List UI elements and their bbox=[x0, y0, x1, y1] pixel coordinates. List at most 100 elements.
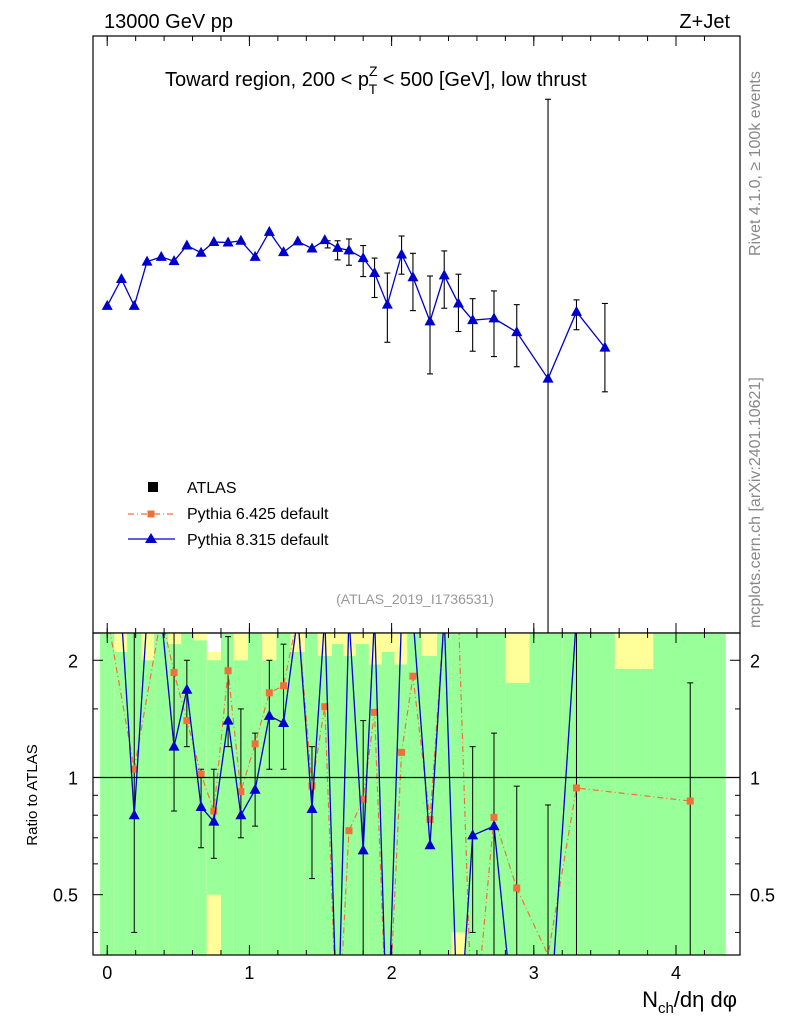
pythia6-ratio-marker bbox=[170, 669, 178, 677]
ratio-uncertainty-bands bbox=[100, 633, 726, 955]
pythia6-ratio-marker bbox=[321, 703, 329, 711]
title-sub: T bbox=[369, 81, 378, 97]
pythia6-ratio-marker bbox=[371, 708, 379, 716]
ratio-y-tick-label-right: 1 bbox=[750, 768, 760, 788]
pythia8-ratio-line bbox=[121, 633, 577, 955]
pythia8-main-marker bbox=[168, 255, 180, 266]
ratio-series-layer bbox=[109, 633, 694, 955]
pythia8-main-marker bbox=[542, 372, 554, 383]
pythia8-main-marker bbox=[181, 239, 193, 250]
pythia8-main-marker bbox=[319, 234, 331, 245]
ratio-x-tick-label: 4 bbox=[671, 963, 681, 983]
analysis-id: (ATLAS_2019_I1736531) bbox=[336, 591, 494, 607]
pythia6-ratio-marker bbox=[210, 807, 218, 815]
atlas-data-layer bbox=[324, 98, 608, 633]
pythia8-ratio-marker bbox=[278, 717, 290, 728]
x-axis-label: Nch/dη dφ bbox=[642, 987, 737, 1017]
pythia8-ratio-marker bbox=[263, 709, 275, 720]
ratio-band-green bbox=[505, 682, 530, 955]
legend-atlas-label: ATLAS bbox=[187, 480, 237, 497]
pythia8-ratio-marker bbox=[181, 683, 193, 694]
pythia8-main-marker bbox=[332, 241, 344, 252]
pythia6-ratio-marker bbox=[359, 795, 367, 803]
ratio-y-tick-label: 1 bbox=[68, 768, 78, 788]
pythia6-ratio-marker bbox=[197, 770, 205, 778]
pythia8-main-marker bbox=[488, 312, 500, 323]
legend-atlas-marker bbox=[148, 482, 158, 492]
legend-py8-marker bbox=[145, 533, 157, 543]
pythia8-main-marker bbox=[155, 250, 167, 261]
ratio-band-green bbox=[437, 633, 452, 955]
pythia8-main-marker bbox=[511, 326, 523, 337]
ratio-band-green bbox=[168, 644, 182, 955]
pythia6-ratio-marker bbox=[409, 672, 417, 680]
ratio-band-green bbox=[394, 664, 408, 955]
pythia8-main-marker bbox=[141, 255, 153, 266]
ratio-band-green bbox=[614, 668, 654, 955]
main-axes bbox=[106, 36, 705, 633]
title-sup: Z bbox=[369, 63, 378, 79]
legend-py6-marker bbox=[147, 510, 155, 518]
xlabel-main: N bbox=[642, 987, 658, 1012]
ratio-band-green bbox=[407, 633, 422, 955]
legend-py6-label: Pythia 6.425 default bbox=[187, 506, 329, 523]
pythia8-main-layer bbox=[101, 225, 611, 383]
ratio-x-tick-label: 0 bbox=[102, 963, 112, 983]
pythia8-main-marker bbox=[115, 272, 127, 283]
ratio-band-green bbox=[381, 652, 395, 955]
ratio-axes: 0 1 2 3 4 0.5 0.5 1 1 2 2 bbox=[53, 633, 775, 983]
rivet-label: Rivet 4.1.0, ≥ 100k events bbox=[747, 71, 764, 256]
pythia8-main-marker bbox=[195, 246, 207, 257]
pythia8-main-marker bbox=[599, 341, 611, 352]
ratio-band-green bbox=[220, 633, 234, 955]
pythia6-ratio-marker bbox=[130, 765, 138, 773]
pythia6-ratio-marker bbox=[265, 689, 273, 697]
pythia8-ratio-marker bbox=[249, 783, 261, 794]
pythia8-ratio-marker bbox=[467, 829, 479, 840]
pythia6-ratio-marker bbox=[224, 667, 232, 675]
pythia6-ratio-marker bbox=[513, 884, 521, 892]
ratio-band-green bbox=[154, 633, 169, 955]
pythia6-ratio-marker bbox=[572, 784, 580, 792]
legend: ATLAS Pythia 6.425 default Pythia 8.315 … bbox=[128, 480, 329, 549]
ratio-x-tick-label: 1 bbox=[244, 963, 254, 983]
pythia8-ratio-marker bbox=[306, 802, 318, 813]
xlabel-rest: /dη dφ bbox=[674, 987, 737, 1012]
ratio-x-tick-label: 3 bbox=[529, 963, 539, 983]
pythia8-main-marker bbox=[407, 271, 419, 282]
process-label: Z+Jet bbox=[679, 11, 730, 33]
pythia6-ratio-marker bbox=[426, 815, 434, 823]
pythia8-main-marker bbox=[263, 225, 275, 236]
ratio-y-tick-label-right: 0.5 bbox=[750, 886, 775, 906]
pythia8-ratio-marker bbox=[208, 815, 220, 826]
pythia8-main-marker bbox=[101, 299, 113, 310]
pythia8-main-marker bbox=[249, 250, 261, 261]
legend-py8-label: Pythia 8.315 default bbox=[187, 532, 329, 549]
pythia8-main-marker bbox=[343, 244, 355, 255]
pythia8-ratio-marker bbox=[488, 820, 500, 831]
ratio-band-green bbox=[100, 633, 115, 955]
pythia8-main-marker bbox=[306, 242, 318, 253]
title-pre: Toward region, 200 < p bbox=[165, 69, 369, 91]
pythia6-ratio-marker bbox=[490, 813, 498, 821]
ratio-band-green bbox=[290, 652, 305, 955]
pythia8-main-marker bbox=[128, 299, 140, 310]
pythia8-ratio-marker bbox=[168, 740, 180, 751]
pythia6-ratio-marker bbox=[308, 782, 316, 790]
pythia8-main-marker bbox=[424, 315, 436, 326]
energy-label: 13000 GeV pp bbox=[104, 11, 233, 33]
pythia8-ratio-marker bbox=[222, 714, 234, 725]
pythia6-ratio-marker bbox=[398, 748, 406, 756]
pythia8-ratio-marker bbox=[424, 839, 436, 850]
pythia6-ratio-marker bbox=[183, 717, 191, 725]
pythia8-main-marker bbox=[381, 298, 393, 309]
ratio-y-tick-label: 2 bbox=[68, 651, 78, 671]
ratio-band-green bbox=[421, 656, 438, 955]
pythia6-ratio-marker bbox=[345, 827, 353, 835]
source-label: mcplots.cern.ch [arXiv:2401.10621] bbox=[747, 377, 764, 628]
pythia8-ratio-marker bbox=[128, 809, 140, 820]
ratio-ylabel: Ratio to ATLAS bbox=[24, 744, 41, 845]
ratio-band-green bbox=[529, 633, 563, 955]
ratio-band-green bbox=[331, 644, 344, 955]
